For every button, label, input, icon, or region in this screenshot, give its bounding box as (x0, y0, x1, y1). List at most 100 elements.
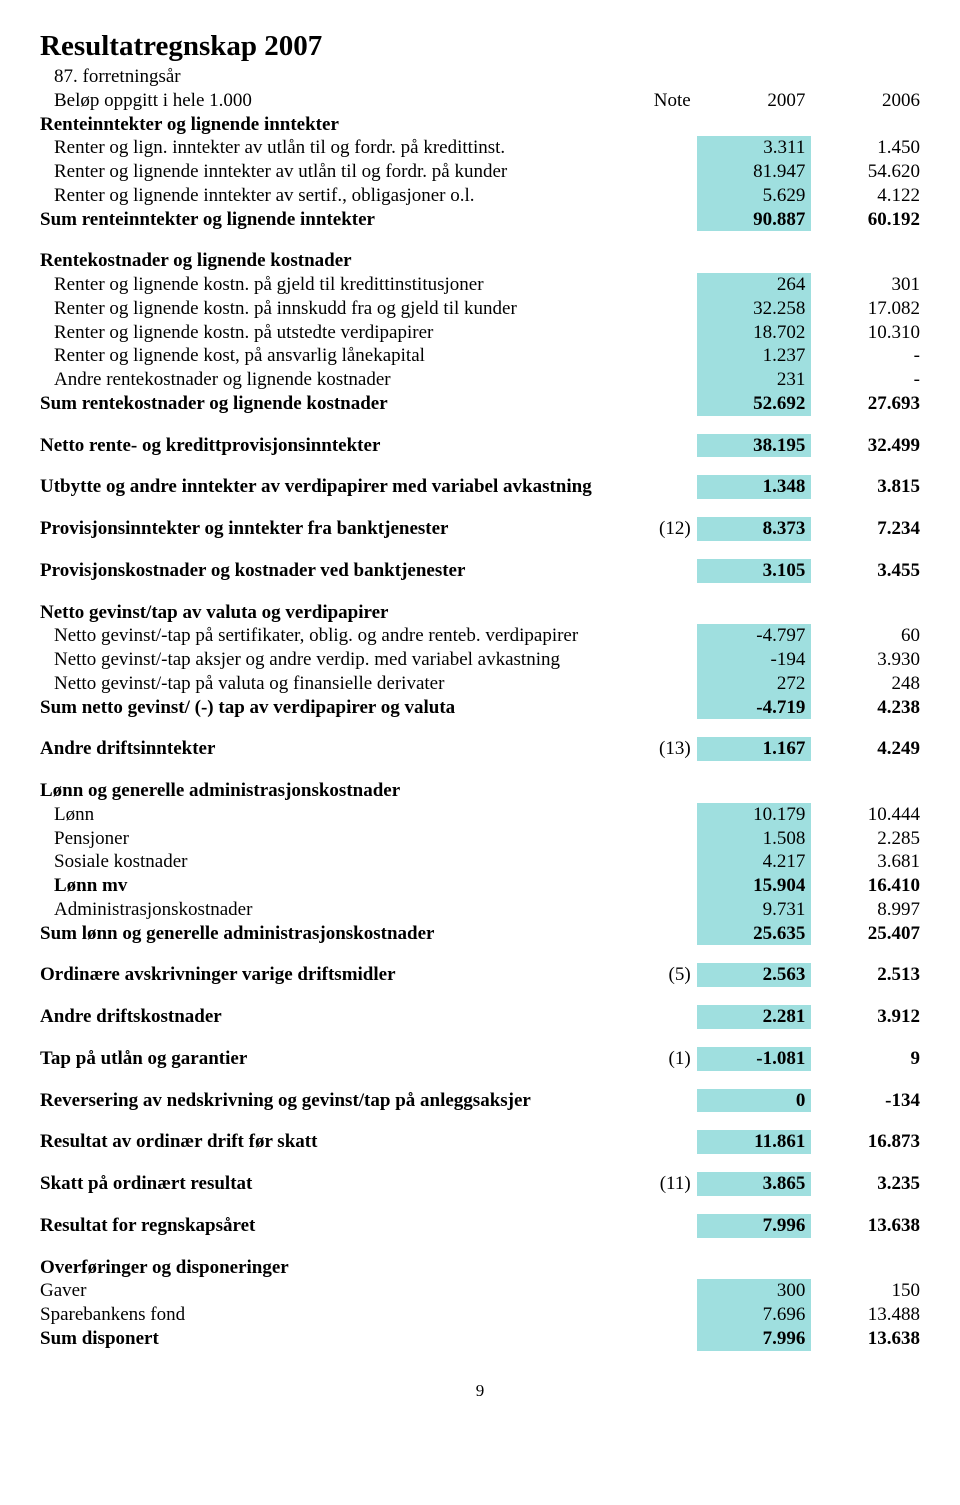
row-value-2006: 8.997 (811, 898, 920, 922)
row-value-2006: -134 (811, 1089, 920, 1113)
table-row: Overføringer og disponeringer (40, 1256, 920, 1280)
col-header-2006: 2006 (811, 89, 920, 113)
row-value-2007: 4.217 (697, 850, 812, 874)
table-row: Utbytte og andre inntekter av verdipapir… (40, 475, 920, 499)
row-value-2007: 231 (697, 368, 812, 392)
row-value-2007: 15.904 (697, 874, 812, 898)
row-value-2006: 13.638 (811, 1327, 920, 1351)
table-row (40, 457, 920, 475)
row-value-2007: 3.105 (697, 559, 812, 583)
table-row: Renter og lignende kostn. på gjeld til k… (40, 273, 920, 297)
table-row: Resultat for regnskapsåret 7.99613.638 (40, 1214, 920, 1238)
col-header-note: Note (612, 89, 697, 113)
table-row: Administrasjonskostnader9.7318.997 (40, 898, 920, 922)
row-label: Renter og lignende inntekter av sertif.,… (40, 184, 612, 208)
row-value-2007: 52.692 (697, 392, 812, 416)
row-label: Resultat for regnskapsåret (40, 1214, 612, 1238)
row-note (612, 1327, 697, 1351)
row-value-2006: 3.681 (811, 850, 920, 874)
page-title: Resultatregnskap 2007 (40, 30, 920, 63)
row-note (612, 898, 697, 922)
row-note (612, 1005, 697, 1029)
row-value-2006: 13.488 (811, 1303, 920, 1327)
page-number: 9 (40, 1381, 920, 1401)
row-value-2006: 7.234 (811, 517, 920, 541)
row-value-2007: 1.167 (697, 737, 812, 761)
row-value-2007: 90.887 (697, 208, 812, 232)
row-value-2006: 60 (811, 624, 920, 648)
row-value-2006: 2.285 (811, 827, 920, 851)
row-value-2006: 32.499 (811, 434, 920, 458)
table-row: Sosiale kostnader 4.2173.681 (40, 850, 920, 874)
row-value-2007: 3.865 (697, 1172, 812, 1196)
table-row: Renteinntekter og lignende inntekter (40, 113, 920, 137)
row-value-2007: 2.281 (697, 1005, 812, 1029)
table-row: Lønn10.17910.444 (40, 803, 920, 827)
table-row: Resultat av ordinær drift før skatt11.86… (40, 1130, 920, 1154)
row-label: Renter og lignende kostn. på gjeld til k… (40, 273, 612, 297)
table-row: Skatt på ordinært resultat(11)3.8653.235 (40, 1172, 920, 1196)
row-label: Lønn og generelle administrasjonskostnad… (40, 779, 612, 803)
subtitle-units: Beløp oppgitt i hele 1.000 (40, 89, 612, 113)
table-row (40, 1238, 920, 1256)
row-note (612, 696, 697, 720)
row-value-2006 (811, 779, 920, 803)
table-row (40, 719, 920, 737)
row-value-2006 (811, 1256, 920, 1280)
row-value-2007: -1.081 (697, 1047, 812, 1071)
row-value-2006: 150 (811, 1279, 920, 1303)
table-row (40, 761, 920, 779)
row-value-2006: 4.238 (811, 696, 920, 720)
row-value-2006: - (811, 344, 920, 368)
row-value-2007: 7.996 (697, 1214, 812, 1238)
row-value-2007: 8.373 (697, 517, 812, 541)
row-note (612, 208, 697, 232)
row-label: Renter og lignende kostn. på innskudd fr… (40, 297, 612, 321)
table-row: Andre rentekostnader og lignende kostnad… (40, 368, 920, 392)
row-note (612, 672, 697, 696)
row-value-2006: 13.638 (811, 1214, 920, 1238)
row-value-2007: 7.696 (697, 1303, 812, 1327)
row-label: Andre driftsinntekter (40, 737, 612, 761)
row-label: Skatt på ordinært resultat (40, 1172, 612, 1196)
row-value-2006 (811, 249, 920, 273)
row-note: (1) (612, 1047, 697, 1071)
col-header-2007: 2007 (697, 89, 812, 113)
table-row: Andre driftskostnader2.2813.912 (40, 1005, 920, 1029)
table-row: Reversering av nedskrivning og gevinst/t… (40, 1089, 920, 1113)
row-value-2007: -4.719 (697, 696, 812, 720)
row-note (612, 1256, 697, 1280)
row-value-2006: 27.693 (811, 392, 920, 416)
row-note (612, 475, 697, 499)
table-row: Gaver300150 (40, 1279, 920, 1303)
table-row: Provisjonsinntekter og inntekter fra ban… (40, 517, 920, 541)
row-value-2007: 11.861 (697, 1130, 812, 1154)
table-row: Lønn og generelle administrasjonskostnad… (40, 779, 920, 803)
row-value-2007: 1.237 (697, 344, 812, 368)
row-value-2006: 2.513 (811, 963, 920, 987)
row-label: Ordinære avskrivninger varige driftsmidl… (40, 963, 612, 987)
row-label: Renter og lignende kost, på ansvarlig lå… (40, 344, 612, 368)
row-note (612, 136, 697, 160)
row-value-2007: 264 (697, 273, 812, 297)
row-note: (11) (612, 1172, 697, 1196)
row-label: Sosiale kostnader (40, 850, 612, 874)
row-note (612, 1279, 697, 1303)
table-row (40, 1071, 920, 1089)
row-value-2007: 5.629 (697, 184, 812, 208)
row-label: Andre driftskostnader (40, 1005, 612, 1029)
row-value-2007: 300 (697, 1279, 812, 1303)
table-row: Netto rente- og kredittprovisjonsinntekt… (40, 434, 920, 458)
table-row: Pensjoner1.5082.285 (40, 827, 920, 851)
row-value-2007: 1.348 (697, 475, 812, 499)
row-value-2007 (697, 601, 812, 625)
row-note (612, 113, 697, 137)
row-note (612, 922, 697, 946)
table-row: Renter og lignende inntekter av sertif.,… (40, 184, 920, 208)
table-row: Netto gevinst/-tap aksjer og andre verdi… (40, 648, 920, 672)
row-value-2007: 1.508 (697, 827, 812, 851)
row-note: (12) (612, 517, 697, 541)
row-note (612, 184, 697, 208)
row-label: Renter og lignende kostn. på utstedte ve… (40, 321, 612, 345)
table-row: Renter og lignende kostn. på utstedte ve… (40, 321, 920, 345)
